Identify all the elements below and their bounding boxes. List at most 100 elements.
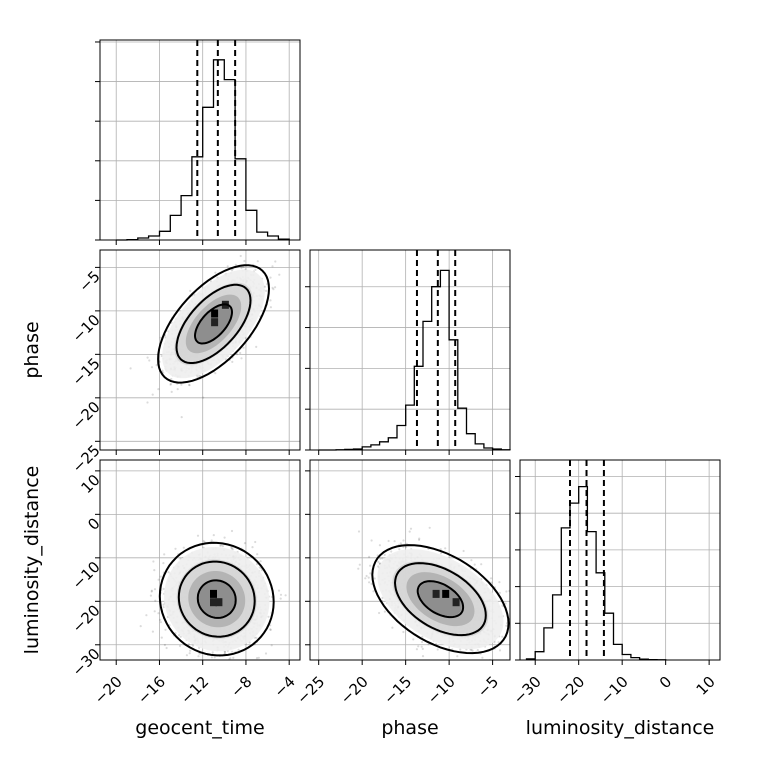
sample-point: [278, 273, 281, 276]
sample-point: [223, 650, 226, 654]
sample-point: [153, 610, 156, 613]
sample-point: [185, 654, 188, 657]
sample-point: [271, 286, 274, 289]
x-tick-label: 0: [656, 673, 675, 692]
sample-point: [251, 671, 253, 673]
sample-point: [196, 375, 199, 379]
sample-point: [129, 367, 132, 370]
sample-point: [152, 560, 155, 563]
sample-point: [259, 560, 262, 563]
sample-point: [153, 588, 157, 591]
sample-point: [242, 346, 245, 349]
sample-point: [208, 663, 210, 665]
sample-point: [271, 265, 274, 268]
sample-point: [230, 269, 233, 272]
sample-point: [230, 547, 233, 550]
x-tick-label: −20: [337, 673, 372, 708]
sample-point: [239, 254, 242, 258]
sample-point: [274, 286, 277, 289]
density-layer: [129, 254, 281, 419]
sample-point: [213, 656, 216, 659]
x-tick-label: −8: [227, 673, 255, 701]
sample-point: [151, 393, 154, 396]
contour-line: [175, 283, 252, 364]
sample-point: [149, 594, 152, 597]
sample-point: [189, 289, 192, 292]
sample-point: [240, 266, 243, 269]
sample-point: [269, 628, 272, 632]
sample-point: [165, 646, 168, 650]
sample-point: [211, 651, 214, 654]
contour-line: [193, 303, 234, 345]
sample-point: [221, 545, 224, 548]
sample-point: [182, 546, 185, 549]
sample-point: [163, 553, 166, 556]
y-tick-label: −10: [69, 311, 104, 346]
sample-point: [210, 539, 213, 542]
sample-point: [223, 536, 226, 539]
histogram-geocent-time: [116, 59, 290, 241]
sample-point: [231, 650, 234, 653]
sample-point: [163, 643, 166, 647]
hist-panel-luminosity-distance: −30 −20 −10 0 10: [510, 459, 721, 708]
x-tick-label: −20: [91, 673, 126, 708]
sample-point: [220, 670, 222, 672]
sample-point: [279, 597, 282, 600]
x-tick-label: −5: [474, 673, 502, 701]
sample-point: [180, 383, 183, 386]
density-peak-cell: [210, 589, 217, 598]
sample-point: [154, 599, 157, 602]
sample-point: [159, 336, 162, 339]
x-tick-label: −10: [424, 673, 459, 708]
sample-point: [237, 648, 240, 651]
sample-point: [176, 388, 179, 391]
sample-point: [249, 662, 251, 664]
y-tick-label: −20: [69, 398, 104, 433]
sample-point: [198, 374, 201, 377]
sample-point: [151, 630, 154, 633]
hist-panel-phase: [305, 249, 511, 455]
sample-point: [269, 628, 272, 631]
contour-line: [196, 579, 237, 619]
sample-point: [188, 383, 191, 386]
density-peak-cell: [211, 309, 219, 318]
sample-point: [196, 534, 200, 537]
sample-point: [214, 271, 217, 274]
sample-point: [243, 542, 247, 545]
sample-point: [230, 546, 233, 549]
sample-point: [274, 260, 277, 263]
hist-panel-geocent-time: [95, 39, 301, 245]
x-tick-label: −30: [510, 673, 545, 708]
histogram-luminosity-distance: [525, 485, 667, 661]
sample-point: [279, 593, 283, 596]
histogram-phase: [318, 269, 511, 451]
sample-point: [188, 652, 191, 655]
sample-point: [255, 345, 258, 348]
sample-point: [240, 357, 243, 360]
sample-point: [162, 603, 165, 606]
sample-point: [212, 534, 215, 537]
sample-point: [178, 634, 181, 637]
contour-line: [177, 560, 256, 638]
sample-point: [139, 625, 142, 628]
scatter-panel-phase-vs-luminosity-distance: −25 −20 −15 −10 −5: [293, 459, 511, 708]
panel-frame: [309, 249, 511, 451]
sample-point: [230, 666, 232, 668]
panel-frame: [519, 459, 721, 661]
sample-point: [157, 388, 160, 391]
sample-point: [267, 615, 270, 618]
sample-point: [169, 382, 172, 385]
y-tick-label: −20: [69, 601, 104, 636]
sample-point: [189, 649, 192, 652]
sample-point: [214, 372, 217, 375]
sample-point: [255, 657, 259, 660]
sample-point: [155, 364, 158, 367]
density-peak-cell: [210, 598, 217, 607]
x-tick-label: −10: [597, 673, 632, 708]
sample-point: [157, 612, 160, 615]
sample-point: [170, 390, 173, 393]
sample-point: [264, 652, 268, 655]
sample-point: [220, 544, 223, 547]
sample-point: [258, 566, 261, 569]
sample-point: [284, 594, 287, 597]
